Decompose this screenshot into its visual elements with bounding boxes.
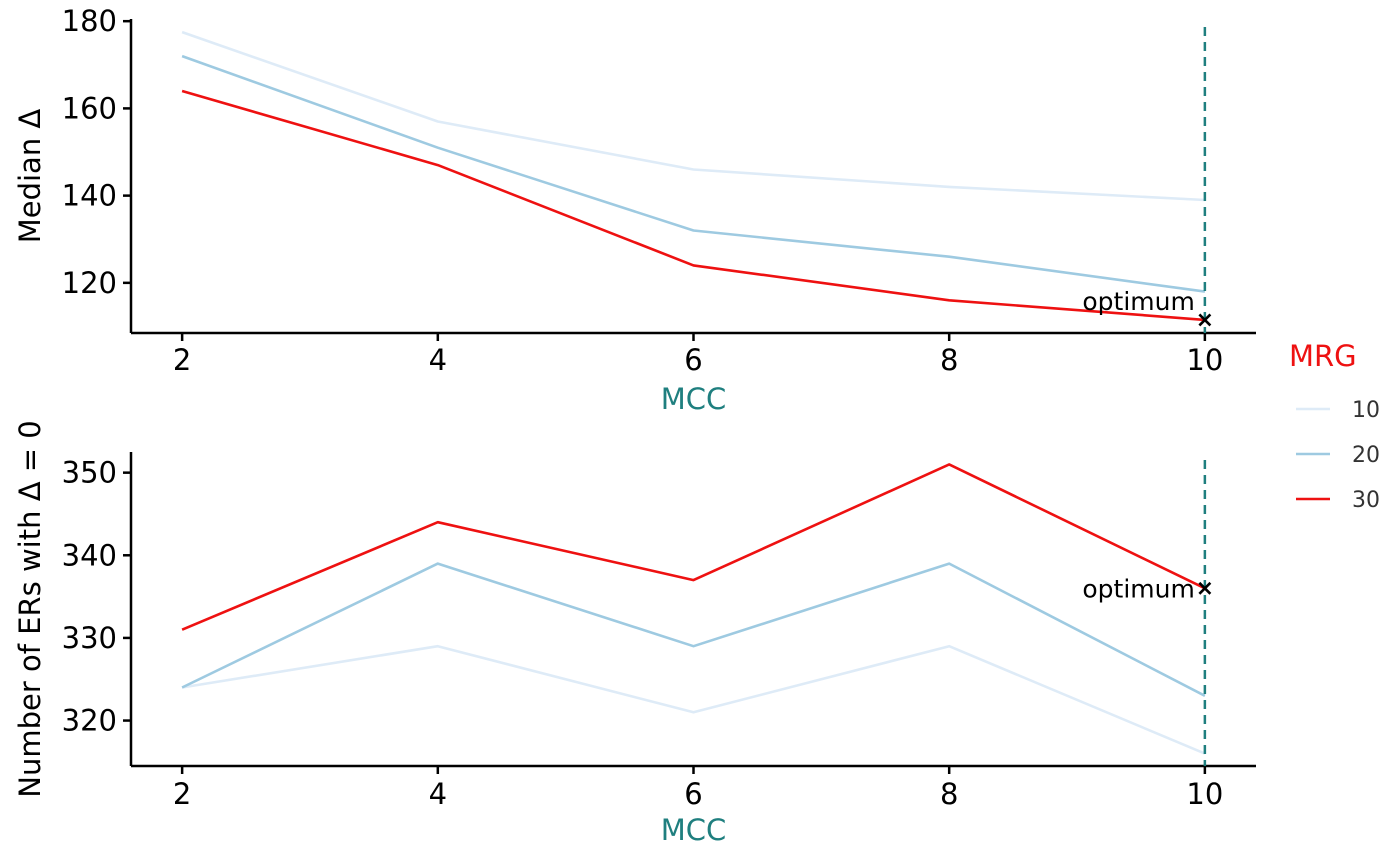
optimum-marker-stroke bbox=[1198, 581, 1212, 595]
series-line-mrg-10 bbox=[181, 30, 1205, 202]
optimum-marker bbox=[1198, 581, 1212, 595]
y-tick-label: 120 bbox=[62, 266, 117, 300]
y-axis-title: Number of ERs with Δ = 0 bbox=[13, 420, 47, 797]
optimum-marker-stroke bbox=[1198, 313, 1212, 327]
y-tick-label: 350 bbox=[62, 456, 117, 490]
y-tick-label: 140 bbox=[62, 179, 117, 213]
x-tick-label: 8 bbox=[940, 777, 958, 811]
y-tick-label: 340 bbox=[62, 538, 117, 572]
series-line-mrg-30 bbox=[181, 89, 1205, 322]
x-tick-label: 6 bbox=[684, 343, 702, 377]
x-tick-label: 8 bbox=[940, 343, 958, 377]
x-tick-label: 6 bbox=[684, 777, 702, 811]
legend-label: 20 bbox=[1352, 443, 1380, 468]
y-tick-label: 320 bbox=[62, 704, 117, 738]
legend-title: MRG bbox=[1289, 339, 1357, 373]
y-axis-title: Median Δ bbox=[13, 109, 47, 244]
x-axis-title: MCC bbox=[661, 813, 727, 847]
optimum-marker bbox=[1198, 313, 1212, 327]
x-tick-label: 4 bbox=[429, 343, 447, 377]
series-line-mrg-10 bbox=[181, 644, 1206, 755]
series-line-mrg-20 bbox=[181, 562, 1206, 697]
optimum-label: optimum bbox=[1082, 287, 1194, 316]
y-tick-label: 330 bbox=[62, 621, 117, 655]
optimum-label: optimum bbox=[1082, 574, 1194, 603]
y-tick-label: 180 bbox=[62, 4, 117, 38]
y-tick-label: 160 bbox=[62, 91, 117, 125]
x-tick-label: 10 bbox=[1186, 343, 1223, 377]
series-line-mrg-20 bbox=[181, 54, 1206, 293]
legend: MRG 10 20 30 bbox=[1289, 339, 1380, 513]
x-tick-label: 4 bbox=[429, 777, 447, 811]
series-line-mrg-30 bbox=[181, 463, 1206, 631]
x-tick-label: 2 bbox=[173, 343, 191, 377]
x-tick-label: 2 bbox=[173, 777, 191, 811]
x-axis-title: MCC bbox=[661, 382, 727, 416]
number-of-ers-panel: 2 4 6 8 10 320 330 340 350 MCC Number of ERs with … bbox=[13, 420, 1256, 847]
median-delta-panel: 2 4 6 8 10 120 140 160 180 MCC Median Δ optimum bbox=[13, 4, 1256, 416]
legend-label: 10 bbox=[1352, 398, 1380, 423]
legend-label: 30 bbox=[1352, 488, 1380, 513]
x-tick-label: 10 bbox=[1186, 777, 1223, 811]
